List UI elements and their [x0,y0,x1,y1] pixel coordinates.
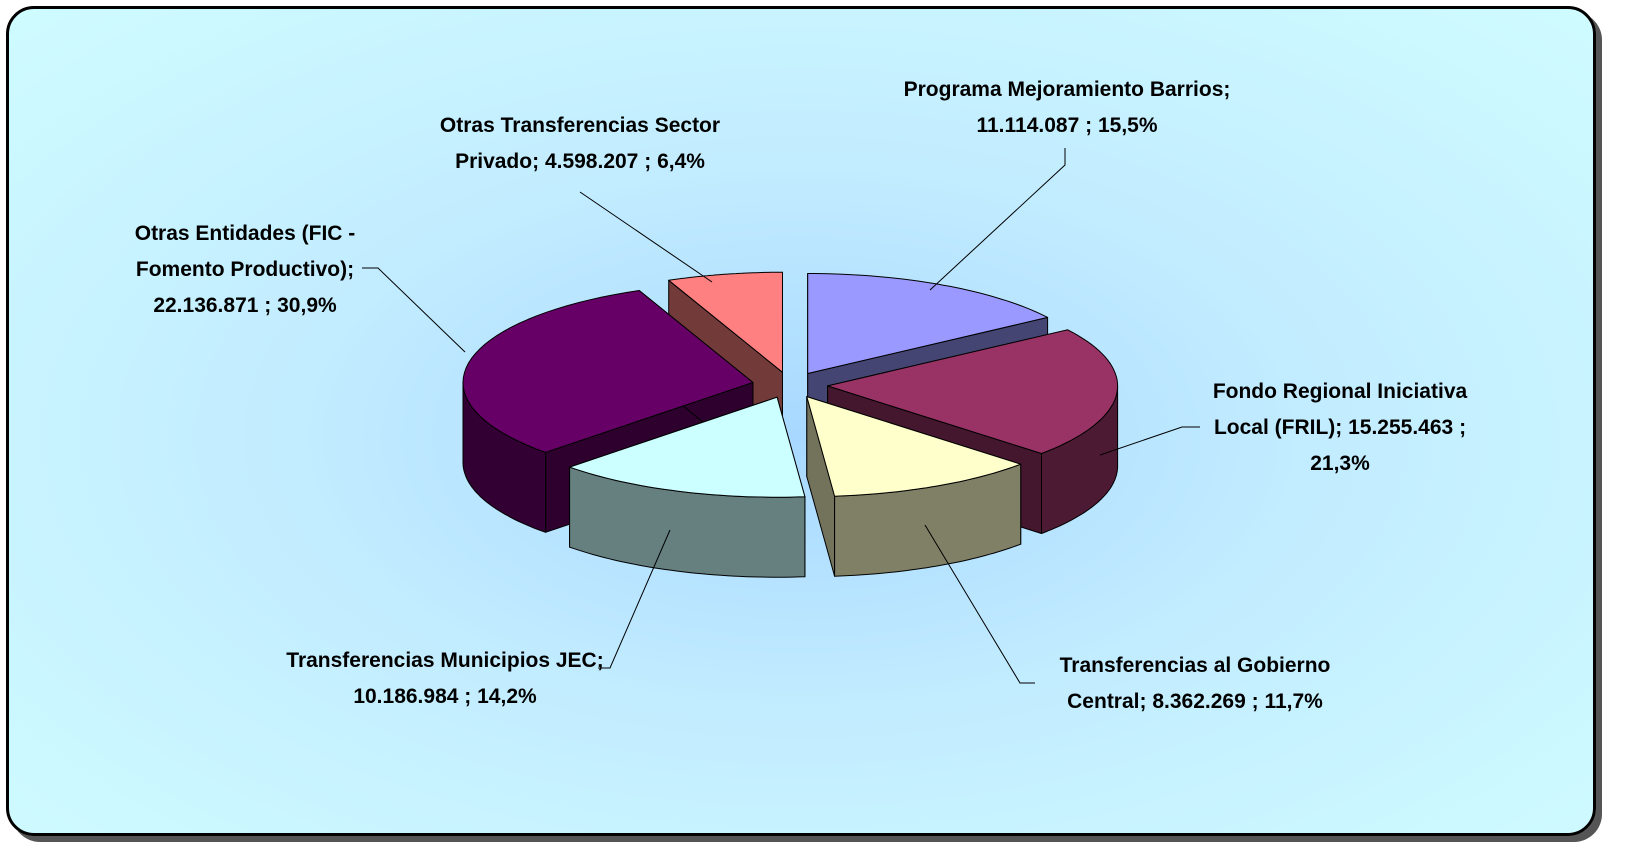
value-label: 15.255.463 [1348,416,1454,439]
value-label: 11.114.087 [976,114,1080,137]
value-label: 4.598.207 [544,150,639,173]
data-label: Fondo Regional Iniciativa Local (FRIL); … [1190,374,1490,482]
value-label: 8.362.269 [1152,690,1246,713]
slice [806,396,1022,497]
leader-line [1099,426,1200,456]
value-label: 22.136.871 [153,294,259,317]
label-separator: ; [1335,416,1343,439]
label-separator: ; [1139,690,1147,713]
leader-line [579,191,713,283]
label-separator: ; [1085,114,1093,137]
label-separator: ; [464,685,472,708]
percent-label: 30,9% [277,294,337,317]
data-label: Otras Transferencias Sector Privado; 4.5… [415,108,745,180]
data-label: Programa Mejoramiento Barrios; 11.114.08… [902,72,1232,144]
label-name: Fondo Regional Iniciativa Local (FRIL) [1212,380,1468,439]
slice [827,329,1119,454]
slice [807,273,1049,374]
data-label: Transferencias Municipios JEC; 10.186.98… [280,643,610,715]
label-separator: ; [1223,78,1231,101]
leader-line [929,148,1066,291]
label-name: Otras Entidades (FIC - Fomento Productiv… [134,222,356,281]
label-separator: ; [347,258,355,281]
label-separator: ; [1459,416,1467,439]
chart-background [6,6,1596,836]
value-label: 10.186.984 [353,685,459,708]
label-name: Transferencias al Gobierno Central [1059,654,1331,713]
slice [668,271,783,373]
percent-label: 11,7% [1264,690,1323,713]
percent-label: 21,3% [1310,452,1370,475]
label-separator: ; [596,649,604,672]
data-label: Otras Entidades (FIC - Fomento Productiv… [110,216,380,324]
label-separator: ; [264,294,272,317]
label-separator: ; [532,150,540,173]
leader-line [924,524,1035,684]
percent-label: 15,5% [1097,114,1158,137]
slice [462,290,754,453]
leader-line [598,529,671,669]
label-name: Transferencias Municipios JEC [286,649,597,672]
data-label: Transferencias al Gobierno Central; 8.36… [1030,648,1360,720]
percent-label: 14,2% [477,685,537,708]
leader-line [362,267,466,353]
label-name: Otras Transferencias Sector Privado [439,114,721,173]
label-separator: ; [1251,690,1259,713]
label-name: Programa Mejoramiento Barrios [903,78,1224,101]
percent-label: 6,4% [657,150,705,173]
slice [569,396,806,498]
label-separator: ; [644,150,652,173]
